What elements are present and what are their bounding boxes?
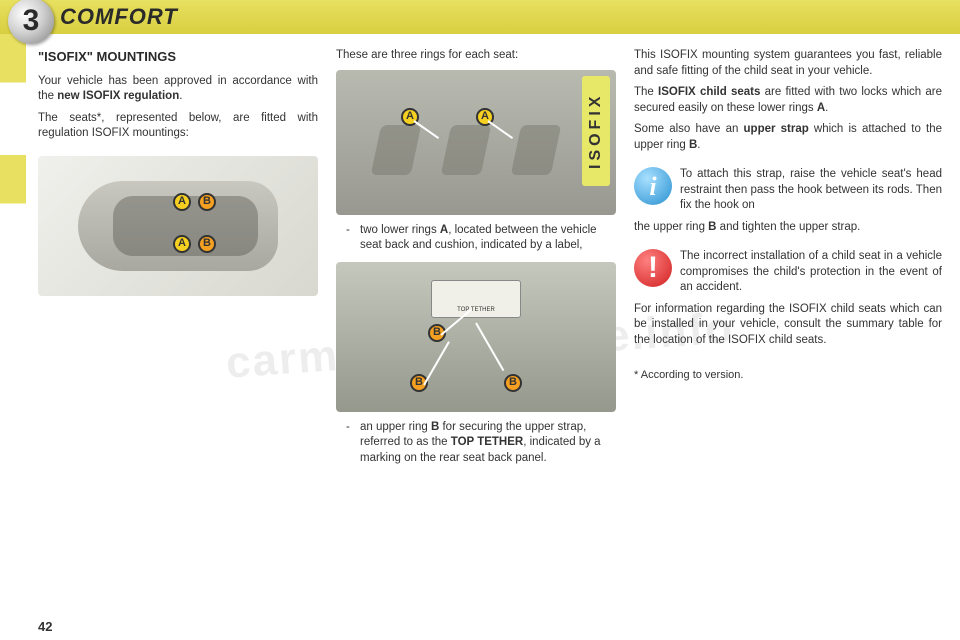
info-block: i To attach this strap, raise the vehicl… [634, 167, 942, 214]
paragraph: Your vehicle has been approved in accord… [38, 74, 318, 105]
figure-lower-rings: A A ISOFIX [336, 70, 616, 215]
column-1: "ISOFIX" MOUNTINGS Your vehicle has been… [38, 48, 318, 622]
paragraph: This ISOFIX mounting system guarantees y… [634, 48, 942, 79]
paragraph: The ISOFIX child seats are fitted with t… [634, 85, 942, 116]
badge-b-icon: B [198, 235, 216, 253]
figure-car-top-view: A B A B [38, 156, 318, 296]
warning-icon: ! [634, 249, 672, 287]
chapter-badge: 3 [8, 0, 54, 44]
paragraph: The seats*, represented below, are fitte… [38, 111, 318, 142]
paragraph: the upper ring B and tighten the upper s… [634, 220, 942, 236]
bullet-item: - an upper ring B for securing the upper… [346, 420, 616, 467]
column-3: This ISOFIX mounting system guarantees y… [634, 48, 942, 622]
badge-a-icon: A [173, 235, 191, 253]
bullet-text: two lower rings A, located between the v… [360, 223, 616, 254]
warning-block: ! The incorrect installation of a child … [634, 249, 942, 296]
warning-text: The incorrect installation of a child se… [680, 249, 942, 296]
paragraph: These are three rings for each seat: [336, 48, 616, 64]
badge-a-icon: A [173, 193, 191, 211]
isofix-label: ISOFIX [582, 76, 610, 186]
manual-page: 3 COMFORT carmanualsonline.info "ISOFIX"… [0, 0, 960, 640]
paragraph: For information regarding the ISOFIX chi… [634, 302, 942, 349]
dash-icon: - [346, 223, 360, 254]
paragraph: Some also have an upper strap which is a… [634, 122, 942, 153]
header-bar: 3 COMFORT [0, 0, 960, 34]
seat-shape [441, 125, 492, 175]
top-tether-label: TOP TETHER [431, 280, 521, 318]
dash-icon: - [346, 420, 360, 467]
info-icon: i [634, 167, 672, 205]
car-outline: A B A B [78, 181, 278, 271]
info-text: To attach this strap, raise the vehicle … [680, 167, 942, 214]
callout-line [475, 322, 504, 371]
page-number: 42 [38, 619, 52, 634]
callout-line [487, 120, 513, 139]
chapter-number: 3 [23, 4, 40, 38]
section-title: "ISOFIX" MOUNTINGS [38, 48, 318, 66]
footnote: * According to version. [634, 368, 942, 383]
figure-top-tether: TOP TETHER B B B [336, 262, 616, 412]
callout-line [423, 341, 450, 385]
chapter-title: COMFORT [60, 4, 178, 30]
bullet-item: - two lower rings A, located between the… [346, 223, 616, 254]
badge-b-icon: B [504, 374, 522, 392]
content-area: "ISOFIX" MOUNTINGS Your vehicle has been… [38, 48, 942, 622]
bullet-text: an upper ring B for securing the upper s… [360, 420, 616, 467]
seat-shape [511, 125, 562, 175]
left-tab-band [0, 34, 26, 640]
badge-b-icon: B [198, 193, 216, 211]
column-2: These are three rings for each seat: A A… [336, 48, 616, 622]
seat-shape [371, 125, 422, 175]
